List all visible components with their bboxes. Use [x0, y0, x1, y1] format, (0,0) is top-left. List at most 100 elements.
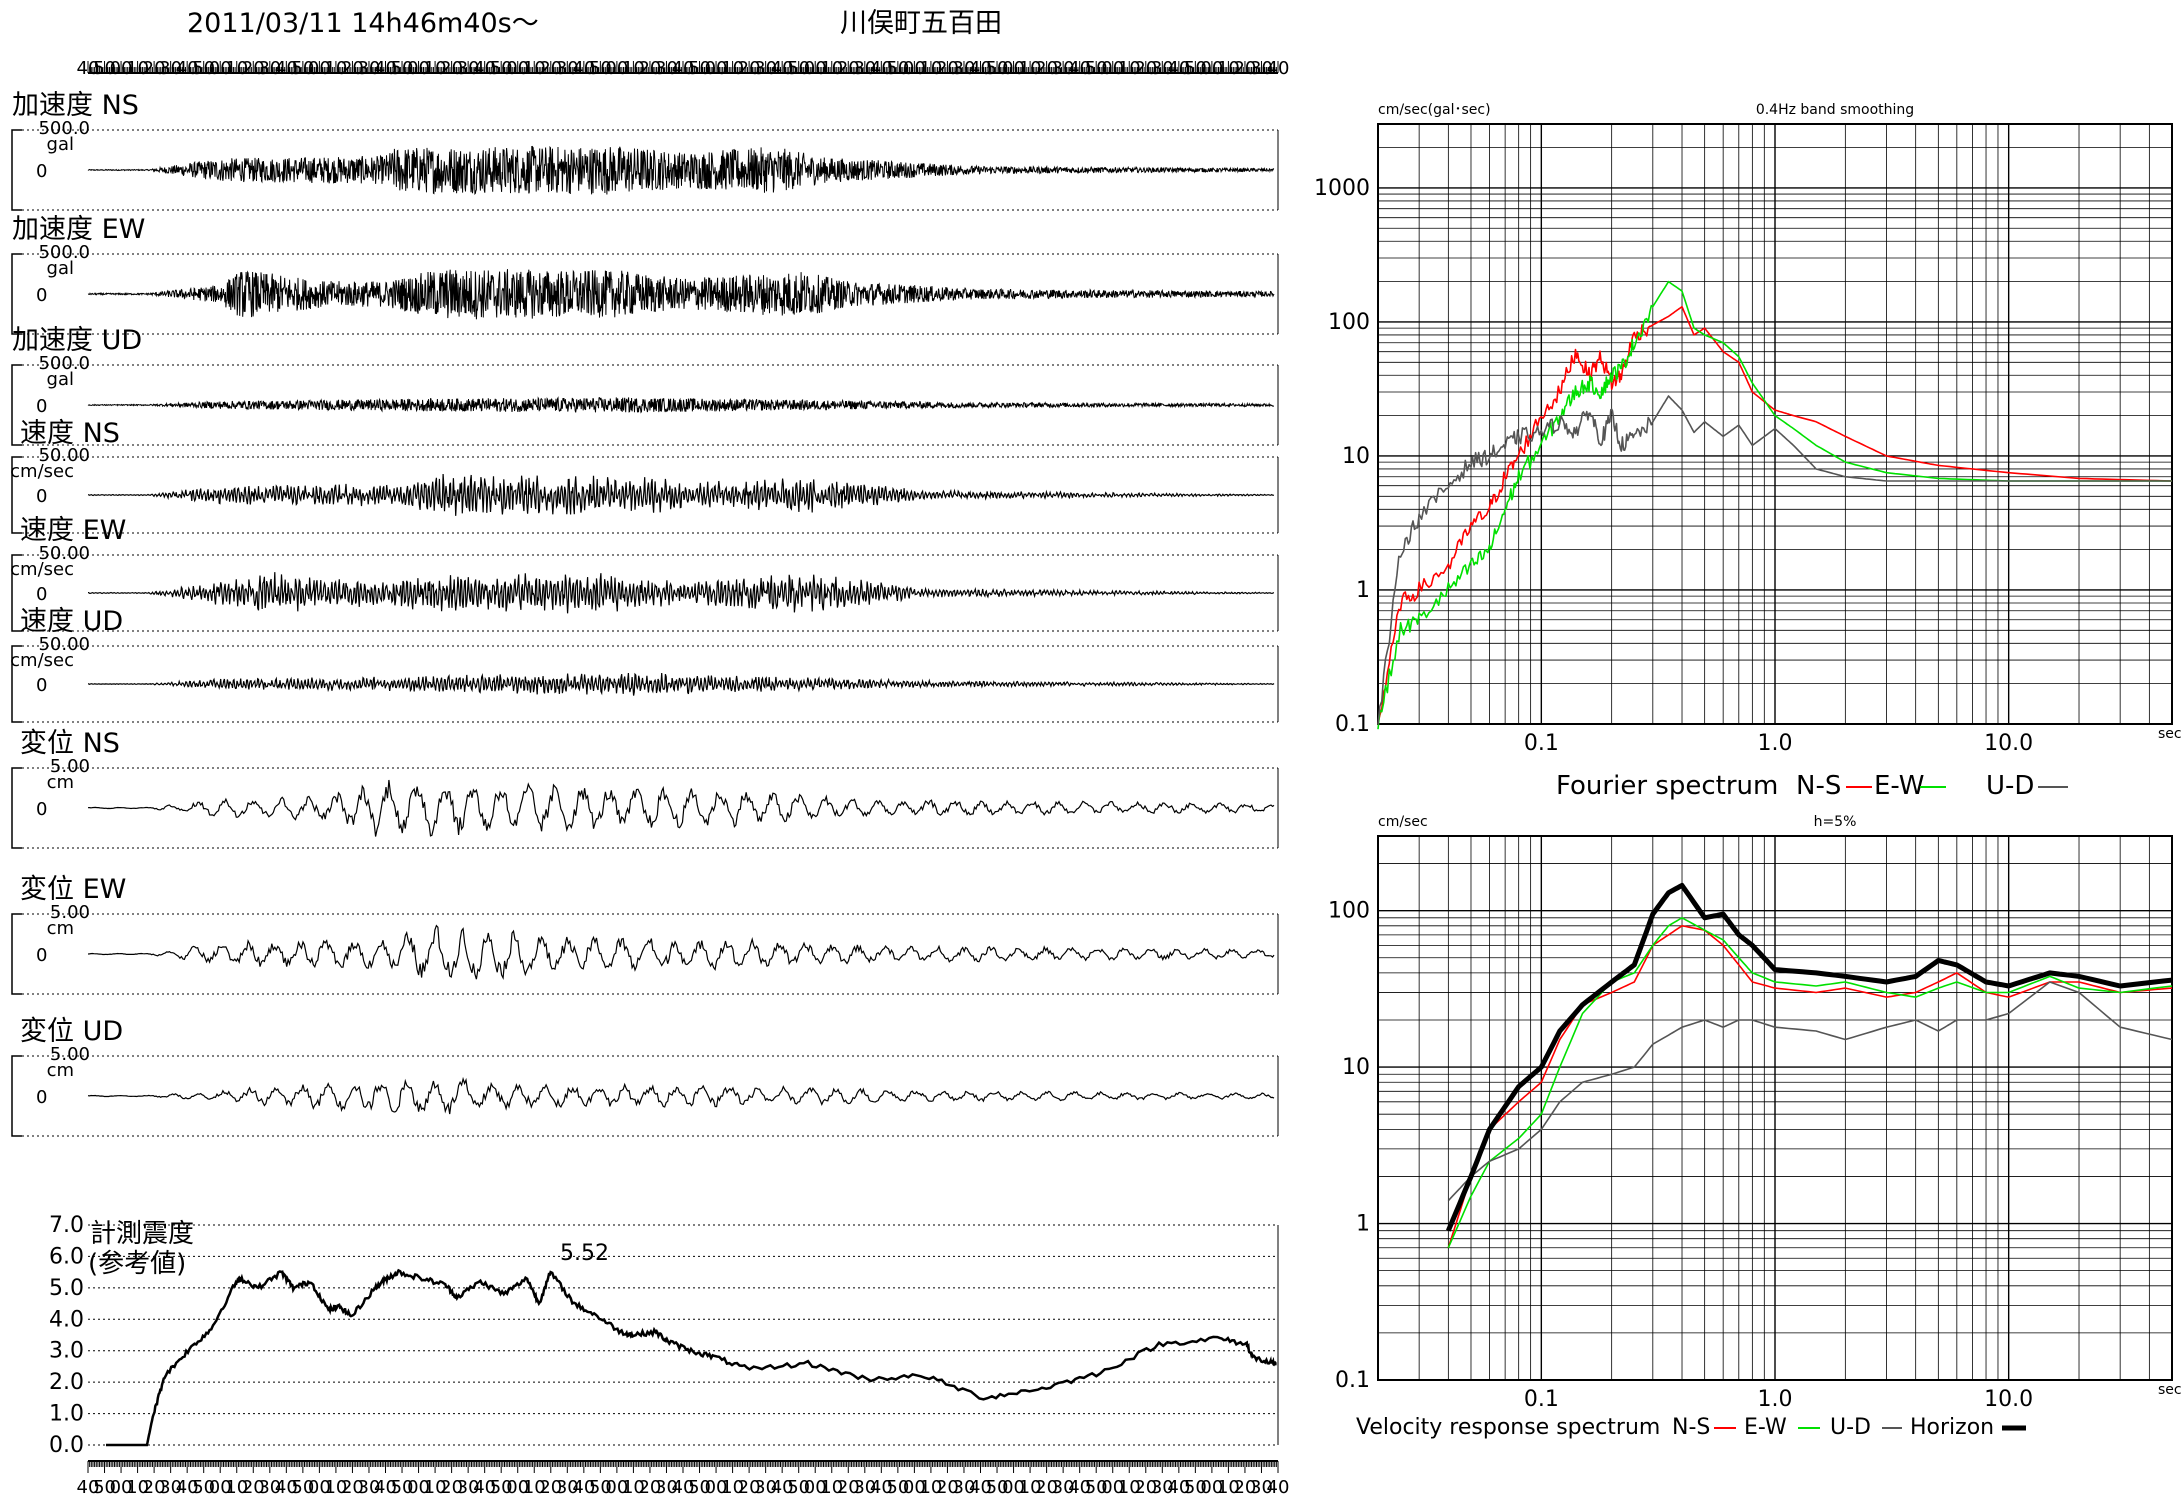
time-tick-label: 40	[1267, 58, 1290, 79]
y-tick-label: 0.1	[1335, 1368, 1370, 1393]
scale-value: 500.0	[38, 353, 90, 374]
time-tick-label: 20	[837, 1477, 860, 1498]
time-tick-label: 20	[440, 1477, 463, 1498]
time-tick-label: 30	[1151, 58, 1174, 79]
zero-label: 0	[36, 584, 47, 605]
waveform-title: 速度 EW	[20, 515, 126, 546]
time-axis-bottom: 4050001020304050001020304050001020304050…	[77, 1460, 1289, 1498]
time-tick-label: 40	[969, 1477, 992, 1498]
waveform-title: 速度 NS	[20, 418, 120, 449]
time-tick-label: 20	[539, 1477, 562, 1498]
waveform-title: 速度 UD	[20, 606, 123, 637]
series-ew-line	[1447, 916, 2173, 1249]
time-tick-label: 00	[1200, 58, 1223, 79]
series-ud-line	[1377, 395, 2172, 725]
time-tick-label: 00	[1101, 1477, 1124, 1498]
y-tick-label: 1	[1356, 578, 1370, 603]
time-axis-top: 4050001020304050001020304050001020304050…	[77, 58, 1290, 79]
y-tick-label: 0.1	[1335, 712, 1370, 737]
time-tick-label: 20	[341, 1477, 364, 1498]
waveform-trace	[88, 672, 1275, 696]
time-tick-label: 40	[275, 1477, 298, 1498]
time-tick-label: 00	[705, 58, 728, 79]
time-tick-label: 10	[1217, 1477, 1240, 1498]
time-tick-label: 00	[110, 1477, 133, 1498]
waveform-trace	[87, 779, 1275, 837]
time-tick-label: 20	[738, 1477, 761, 1498]
time-tick-label: 10	[622, 58, 645, 79]
time-tick-label: 30	[1250, 1477, 1273, 1498]
scale-bracket	[11, 129, 22, 211]
x-axis-unit: sec	[2158, 726, 2182, 742]
time-tick-label: 40	[176, 1477, 199, 1498]
time-tick-label: 20	[936, 1477, 959, 1498]
time-tick-label: 30	[655, 58, 678, 79]
time-tick-label: 00	[804, 58, 827, 79]
time-tick-label: 10	[424, 58, 447, 79]
time-tick-label: 10	[820, 58, 843, 79]
time-tick-label: 00	[110, 58, 133, 79]
time-tick-label: 50	[192, 58, 215, 79]
y-tick-label: 1000	[1314, 176, 1370, 201]
time-tick-label: 40	[672, 1477, 695, 1498]
time-tick-label: 30	[1151, 1477, 1174, 1498]
time-tick-label: 40	[870, 1477, 893, 1498]
y-axis-unit: cm/sec(gal･sec)	[1378, 102, 1491, 118]
scale-value: 50.00	[38, 445, 90, 466]
time-tick-label: 20	[242, 1477, 265, 1498]
time-tick-label: 40	[473, 1477, 496, 1498]
x-tick-label: 0.1	[1524, 731, 1559, 756]
time-tick-label: 40	[572, 58, 595, 79]
scale-bracket	[11, 253, 22, 335]
time-tick-label: 50	[291, 58, 314, 79]
intensity-tick-label: 1.0	[49, 1402, 84, 1427]
time-tick-label: 20	[539, 58, 562, 79]
intensity-tick-label: 6.0	[49, 1244, 84, 1269]
waveform-trace	[87, 269, 1275, 320]
zero-label: 0	[36, 161, 47, 182]
series-ud-line	[1447, 981, 2173, 1202]
time-tick-label: 30	[556, 58, 579, 79]
time-tick-label: 50	[391, 58, 414, 79]
time-tick-label: 50	[1085, 58, 1108, 79]
time-tick-label: 50	[886, 1477, 909, 1498]
series-ns-line	[1377, 305, 2173, 724]
waveform-trace	[87, 473, 1275, 516]
time-tick-label: 30	[358, 1477, 381, 1498]
intensity-subtitle: (参考値)	[88, 1249, 186, 1279]
time-tick-label: 30	[1052, 1477, 1075, 1498]
time-tick-label: 30	[457, 1477, 480, 1498]
scale-bracket	[11, 1055, 22, 1137]
time-tick-label: 10	[523, 58, 546, 79]
time-tick-label: 50	[589, 58, 612, 79]
waveform-trace	[87, 1076, 1275, 1115]
time-tick-label: 50	[93, 1477, 116, 1498]
time-tick-label: 20	[143, 58, 166, 79]
time-tick-label: 00	[407, 58, 430, 79]
waveform-title: 変位 UD	[20, 1016, 123, 1047]
time-tick-label: 20	[837, 58, 860, 79]
time-tick-label: 10	[424, 1477, 447, 1498]
time-tick-label: 30	[358, 58, 381, 79]
time-tick-label: 20	[440, 58, 463, 79]
intensity-title: 計測震度	[90, 1219, 194, 1249]
time-tick-label: 20	[1134, 1477, 1157, 1498]
time-tick-label: 30	[1052, 58, 1075, 79]
time-tick-label: 50	[886, 58, 909, 79]
time-tick-label: 20	[143, 1477, 166, 1498]
time-tick-label: 10	[324, 58, 347, 79]
x-tick-label: 10.0	[1984, 1387, 2033, 1412]
fourier-legend: Fourier spectrum N-S E-W U-D	[1556, 771, 2068, 801]
fourier-spectrum-panel: 0.1 1.0 10.0 sec 0.1 1 10 100 1000 cm/sec(gal･sec…	[1314, 102, 2182, 756]
time-tick-label: 00	[506, 58, 529, 79]
time-tick-label: 20	[1233, 58, 1256, 79]
time-tick-label: 00	[1002, 58, 1025, 79]
time-tick-label: 50	[787, 1477, 810, 1498]
time-tick-label: 00	[1200, 1477, 1223, 1498]
